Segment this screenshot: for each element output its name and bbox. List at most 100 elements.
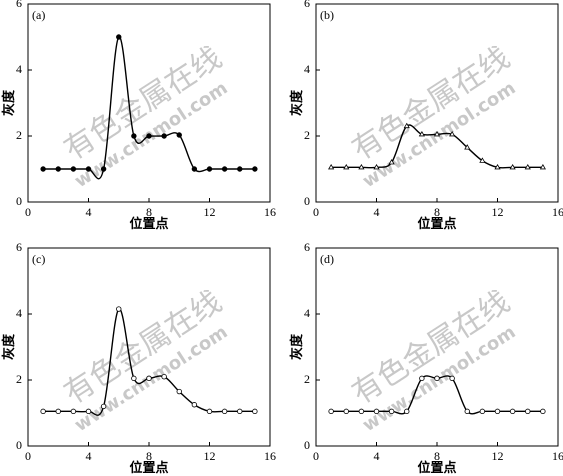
data-point: [525, 408, 531, 415]
data-point: [328, 163, 335, 170]
data-line: [43, 36, 255, 180]
data-point: [388, 158, 395, 165]
data-point: [464, 144, 471, 150]
x-tick-label: 0: [313, 449, 319, 463]
data-point: [116, 306, 122, 312]
y-axis-label: 灰度: [289, 89, 304, 116]
data-point: [388, 408, 395, 415]
data-point: [85, 166, 92, 172]
data-point: [343, 408, 349, 415]
data-point: [40, 166, 46, 172]
data-point: [479, 157, 486, 163]
data-point: [116, 34, 122, 40]
panel-label: (a): [32, 8, 45, 22]
data-point: [494, 408, 501, 415]
data-point: [131, 133, 137, 139]
data-line: [43, 308, 255, 416]
y-tick-label: 2: [304, 128, 310, 142]
data-point: [100, 403, 107, 410]
data-point: [100, 166, 107, 172]
x-axis-label: 位置点: [417, 216, 456, 231]
y-tick-label: 6: [16, 0, 22, 10]
y-tick-label: 0: [304, 438, 310, 452]
data-point: [404, 408, 410, 415]
data-point: [540, 408, 546, 415]
x-tick-label: 12: [492, 449, 504, 463]
y-tick-label: 4: [16, 62, 22, 76]
x-tick-label: 12: [204, 449, 216, 463]
data-point: [237, 408, 243, 415]
data-point: [328, 408, 334, 415]
data-point: [373, 163, 380, 170]
x-tick-label: 4: [86, 205, 92, 219]
x-tick-label: 8: [146, 449, 152, 463]
data-point: [358, 163, 365, 170]
x-tick-label: 0: [25, 449, 31, 463]
y-tick-label: 2: [16, 128, 22, 142]
data-point: [419, 375, 425, 382]
y-tick-label: 0: [304, 194, 310, 208]
data-point: [131, 375, 137, 382]
panel-label: (d): [320, 252, 334, 266]
data-point: [449, 130, 456, 137]
data-point: [55, 408, 61, 415]
data-point: [403, 122, 410, 129]
y-tick-label: 4: [16, 306, 22, 320]
x-axis-label: 位置点: [129, 460, 168, 475]
x-tick-label: 4: [374, 205, 380, 219]
panel-label: (b): [320, 8, 334, 22]
data-point: [55, 166, 61, 172]
data-point: [509, 408, 516, 415]
y-tick-label: 2: [304, 372, 310, 386]
data-point: [373, 408, 380, 415]
x-tick-label: 4: [86, 449, 92, 463]
y-tick-label: 6: [304, 240, 310, 254]
data-point: [146, 133, 152, 139]
y-tick-label: 2: [16, 372, 22, 386]
x-tick-label: 16: [264, 449, 276, 463]
data-point: [252, 166, 258, 172]
y-tick-label: 0: [16, 438, 22, 452]
data-point: [434, 375, 440, 382]
data-point: [479, 408, 486, 415]
x-axis-label: 位置点: [129, 216, 168, 231]
panel-label: (c): [32, 252, 45, 266]
data-point: [449, 375, 455, 382]
data-point: [176, 388, 182, 395]
data-point: [70, 166, 77, 172]
data-point: [494, 163, 501, 170]
x-tick-label: 0: [25, 205, 31, 219]
y-axis-label: 灰度: [1, 89, 16, 116]
y-axis-label: 灰度: [1, 333, 16, 360]
data-point: [358, 408, 365, 415]
data-point: [221, 408, 228, 415]
x-tick-label: 12: [204, 205, 216, 219]
data-point: [464, 408, 470, 415]
y-tick-label: 0: [16, 194, 22, 208]
data-point: [206, 408, 213, 415]
data-point: [509, 163, 516, 170]
data-point: [206, 166, 213, 172]
data-point: [252, 408, 258, 415]
data-point: [237, 166, 243, 172]
data-point: [418, 130, 425, 137]
y-axis-label: 灰度: [289, 333, 304, 360]
x-tick-label: 4: [374, 449, 380, 463]
data-point: [524, 163, 531, 170]
x-tick-label: 16: [552, 449, 563, 463]
x-axis-label: 位置点: [417, 460, 456, 475]
data-point: [539, 163, 546, 170]
data-point: [191, 402, 198, 408]
y-tick-label: 4: [304, 62, 310, 76]
x-tick-label: 16: [264, 205, 276, 219]
data-point: [343, 163, 350, 170]
y-tick-label: 6: [304, 0, 310, 10]
data-point: [40, 408, 46, 415]
x-tick-label: 8: [146, 205, 152, 219]
data-point: [161, 133, 167, 139]
y-tick-label: 6: [16, 240, 22, 254]
data-point: [191, 166, 198, 172]
